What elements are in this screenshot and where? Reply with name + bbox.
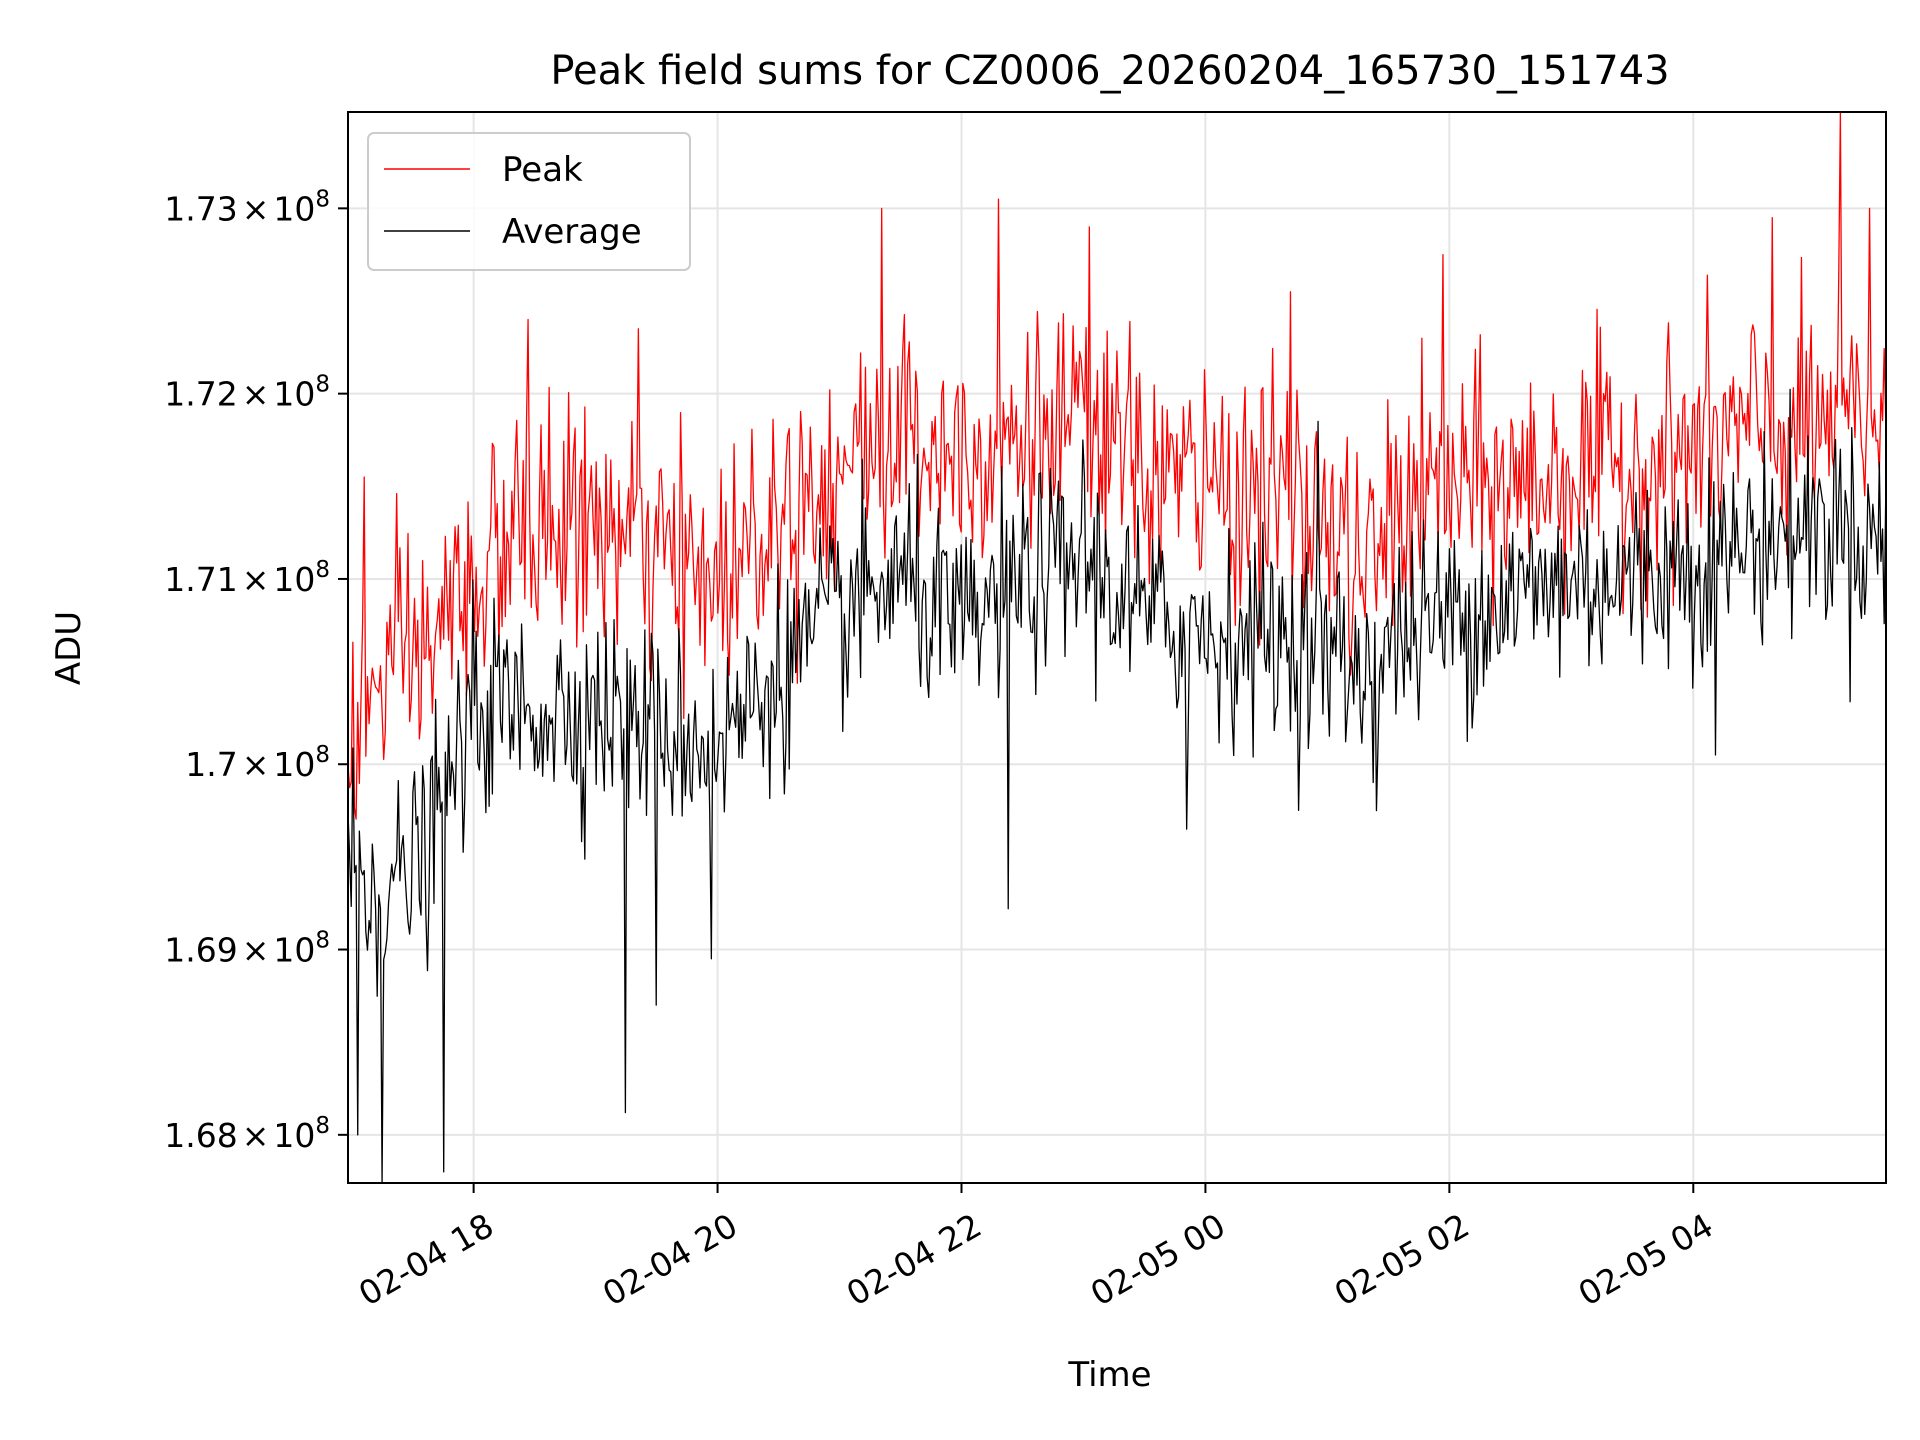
- y-tick-times: ×: [242, 745, 270, 784]
- y-tick-base: 10: [273, 931, 315, 970]
- y-tick-base: 10: [273, 1116, 315, 1155]
- y-tick-exponent: 8: [315, 1113, 330, 1139]
- legend-average-label: Average: [502, 212, 642, 252]
- y-tick-mantissa: 1.73: [164, 189, 237, 228]
- y-tick-label: 1.69 × 108: [164, 928, 330, 970]
- plot-area: [348, 112, 1886, 1183]
- y-tick-mantissa: 1.69: [164, 931, 237, 970]
- y-tick-exponent: 8: [315, 557, 330, 583]
- y-tick-exponent: 8: [315, 742, 330, 768]
- chart-title: Peak field sums for CZ0006_20260204_1657…: [550, 48, 1669, 94]
- y-tick-mantissa: 1.72: [164, 375, 237, 414]
- y-tick-mantissa: 1.7: [185, 745, 237, 784]
- y-tick-times: ×: [242, 375, 270, 414]
- y-tick-base: 10: [273, 745, 315, 784]
- y-tick-times: ×: [242, 931, 270, 970]
- y-tick-label: 1.71 × 108: [164, 557, 330, 599]
- y-tick-exponent: 8: [315, 928, 330, 954]
- y-tick-base: 10: [273, 375, 315, 414]
- series-line-peak: [348, 112, 1886, 820]
- y-tick-base: 10: [273, 560, 315, 599]
- y-tick-mantissa: 1.71: [164, 560, 237, 599]
- y-tick-exponent: 8: [315, 372, 330, 398]
- y-tick-exponent: 8: [315, 186, 330, 212]
- y-tick-mantissa: 1.68: [164, 1116, 237, 1155]
- y-tick-times: ×: [242, 1116, 270, 1155]
- legend: Peak Average: [367, 132, 691, 271]
- x-axis-label: Time: [1067, 1355, 1151, 1395]
- y-tick-times: ×: [242, 189, 270, 228]
- y-tick-label: 1.72 × 108: [164, 372, 330, 414]
- y-tick-base: 10: [273, 189, 315, 228]
- axes-frame: [347, 111, 1887, 1184]
- legend-box: [367, 132, 691, 271]
- y-tick-label: 1.73 × 108: [164, 186, 330, 228]
- legend-peak-label: Peak: [502, 150, 583, 190]
- y-tick-label: 1.68 × 108: [164, 1113, 330, 1155]
- y-tick-times: ×: [242, 560, 270, 599]
- y-axis-label: ADU: [49, 611, 89, 685]
- y-tick-label: 1.7 × 108: [185, 742, 330, 784]
- series-line-average: [348, 388, 1886, 1183]
